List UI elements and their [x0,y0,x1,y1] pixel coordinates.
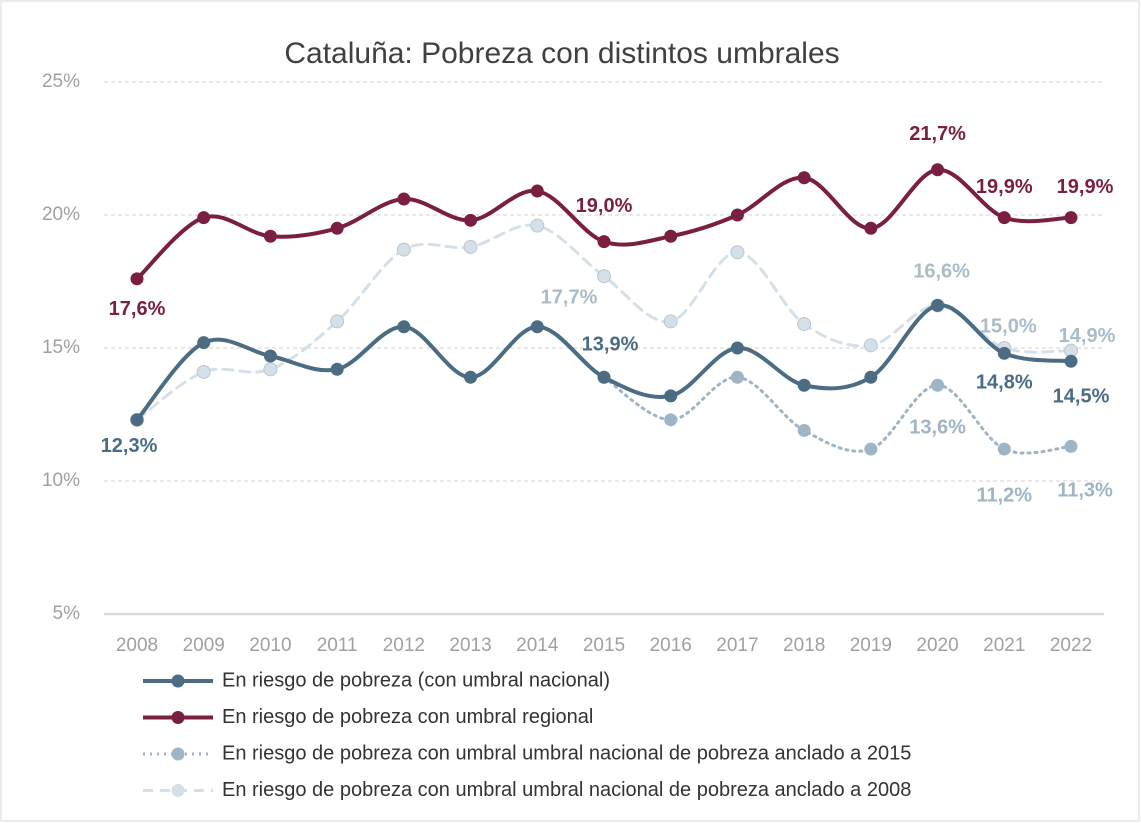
data-point [997,442,1011,456]
data-point [464,370,478,384]
data-label: 14,9% [1059,325,1116,347]
x-tick-label: 2013 [449,635,491,656]
data-point [263,349,277,363]
legend-marker [171,747,185,761]
data-point [931,298,945,312]
data-label: 12,3% [101,435,158,457]
data-point [197,211,211,225]
x-tick-label: 2014 [516,635,559,656]
x-tick-label: 2022 [1050,635,1092,656]
data-point [797,423,811,437]
data-point [931,163,945,177]
data-label: 15,0% [980,315,1037,337]
data-point [597,269,611,284]
data-point [196,364,211,379]
data-point [464,213,478,227]
data-point [330,314,345,329]
legend-label: En riesgo de pobreza con umbral umbral n… [222,779,911,801]
y-tick-label: 5% [53,603,81,624]
data-point [997,346,1011,360]
data-point [664,389,678,403]
legend-marker [171,674,185,688]
data-point [931,378,945,392]
x-tick-label: 2015 [583,635,625,656]
y-tick-label: 15% [42,337,80,358]
data-point [663,314,678,329]
data-point [530,184,544,198]
data-point [263,229,277,243]
data-point [864,442,878,456]
legend-label: En riesgo de pobreza (con umbral naciona… [222,669,610,691]
data-point [730,370,744,384]
data-label: 17,6% [109,298,166,320]
data-point [597,235,611,249]
series-line [602,375,1073,455]
data-label: 11,3% [1057,480,1113,502]
x-tick-label: 2009 [183,635,225,656]
data-label: 13,6% [909,417,966,439]
x-tick-label: 2012 [383,635,425,656]
data-point [530,218,545,233]
data-point [1064,211,1078,225]
data-label: 16,6% [913,261,970,283]
x-tick-label: 2021 [983,635,1025,656]
data-point [797,171,811,185]
x-tick-label: 2017 [716,635,758,656]
data-point [730,245,745,260]
x-tick-label: 2018 [783,635,825,656]
data-point [864,221,878,235]
data-label: 14,5% [1053,386,1110,408]
x-tick-label: 2011 [317,635,358,656]
y-tick-label: 25% [42,71,80,92]
legend-marker [171,711,185,724]
data-point [730,341,744,355]
data-point [864,370,878,384]
data-point [997,211,1011,225]
data-point [664,229,678,243]
data-point [664,413,678,427]
chart-title: Cataluña: Pobreza con distintos umbrales [284,37,839,70]
data-point [530,320,544,334]
x-tick-label: 2019 [850,635,892,656]
data-point [597,370,611,384]
data-point [330,362,344,376]
data-point [797,378,811,392]
data-label: 19,9% [976,176,1033,198]
x-tick-label: 2016 [650,635,692,656]
y-tick-label: 20% [42,204,80,225]
legend-label: En riesgo de pobreza con umbral regional [222,706,593,728]
data-point [330,221,344,235]
data-point [730,208,744,222]
data-point [397,192,411,206]
data-point [263,362,278,377]
data-point [130,413,144,427]
data-point [1064,354,1078,368]
y-tick-label: 10% [42,470,80,491]
legend-label: En riesgo de pobreza con umbral umbral n… [222,742,911,764]
data-label: 21,7% [909,123,966,145]
data-point [1064,439,1078,453]
data-point [863,338,878,353]
data-point [797,317,812,332]
data-point [197,336,211,350]
data-label: 17,7% [541,286,598,308]
data-point [463,239,478,254]
data-label: 14,8% [976,372,1033,394]
legend-marker [171,784,185,797]
data-label: 19,0% [576,195,633,217]
data-label: 19,9% [1057,176,1114,198]
x-tick-label: 2008 [116,635,158,656]
data-point [397,320,411,334]
data-label: 11,2% [976,484,1032,506]
x-tick-label: 2020 [916,635,958,656]
data-point [396,242,411,257]
data-point [130,272,144,286]
x-tick-label: 2010 [249,635,291,656]
data-label: 13,9% [582,334,639,356]
